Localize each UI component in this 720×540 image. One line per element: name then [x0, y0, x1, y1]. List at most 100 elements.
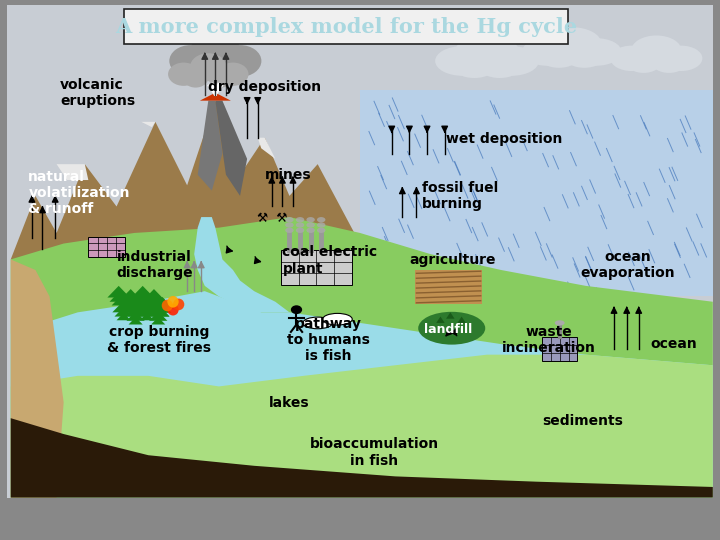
Text: lakes: lakes	[269, 396, 310, 410]
Polygon shape	[141, 293, 164, 305]
Ellipse shape	[564, 44, 605, 68]
Ellipse shape	[285, 228, 294, 233]
Polygon shape	[135, 301, 158, 312]
FancyBboxPatch shape	[542, 337, 577, 361]
Ellipse shape	[485, 46, 539, 76]
Ellipse shape	[185, 52, 220, 79]
Ellipse shape	[522, 38, 572, 66]
Polygon shape	[140, 313, 154, 320]
Ellipse shape	[317, 222, 325, 228]
FancyBboxPatch shape	[281, 251, 351, 285]
Text: bioaccumulation
in fish: bioaccumulation in fish	[310, 437, 438, 468]
Polygon shape	[129, 317, 143, 325]
Text: ocean: ocean	[651, 337, 698, 351]
Ellipse shape	[554, 320, 564, 326]
Polygon shape	[112, 298, 126, 306]
Polygon shape	[122, 295, 140, 305]
Text: coal electric
plant: coal electric plant	[282, 245, 377, 275]
Polygon shape	[11, 100, 360, 259]
Ellipse shape	[307, 222, 315, 228]
Text: dry deposition: dry deposition	[208, 80, 321, 94]
Ellipse shape	[190, 53, 227, 81]
Ellipse shape	[571, 38, 621, 66]
Polygon shape	[131, 286, 154, 298]
Text: sediments: sediments	[542, 414, 623, 428]
Ellipse shape	[162, 300, 173, 311]
Polygon shape	[11, 291, 713, 497]
Text: agriculture: agriculture	[410, 253, 496, 267]
Text: pathway
to humans
is fish: pathway to humans is fish	[287, 316, 369, 363]
Polygon shape	[194, 217, 289, 312]
Polygon shape	[143, 289, 166, 301]
Text: natural
volatilization
& runoff: natural volatilization & runoff	[28, 170, 130, 217]
Polygon shape	[122, 305, 136, 312]
Polygon shape	[149, 311, 167, 321]
Ellipse shape	[611, 45, 653, 71]
Polygon shape	[125, 305, 147, 316]
Ellipse shape	[626, 51, 661, 73]
Polygon shape	[132, 303, 150, 312]
Ellipse shape	[296, 217, 305, 222]
Polygon shape	[117, 313, 130, 320]
Polygon shape	[118, 293, 140, 305]
Polygon shape	[11, 259, 63, 497]
Ellipse shape	[167, 296, 179, 308]
Polygon shape	[198, 100, 222, 191]
Ellipse shape	[452, 53, 497, 78]
FancyBboxPatch shape	[124, 9, 568, 44]
FancyBboxPatch shape	[89, 237, 125, 256]
Ellipse shape	[660, 45, 703, 71]
Ellipse shape	[323, 313, 352, 325]
Polygon shape	[120, 299, 138, 309]
Ellipse shape	[285, 222, 294, 228]
Text: landfill: landfill	[424, 323, 472, 336]
Polygon shape	[114, 307, 132, 316]
Polygon shape	[130, 296, 153, 308]
Ellipse shape	[217, 63, 248, 86]
Ellipse shape	[167, 304, 179, 315]
Text: crop burning
& forest fires: crop burning & forest fires	[107, 325, 211, 355]
Polygon shape	[107, 286, 130, 298]
Ellipse shape	[477, 53, 522, 78]
Polygon shape	[143, 299, 162, 309]
Polygon shape	[446, 312, 454, 319]
Polygon shape	[153, 303, 171, 313]
Ellipse shape	[303, 317, 333, 329]
Ellipse shape	[219, 45, 261, 77]
Ellipse shape	[183, 68, 208, 87]
Text: mines: mines	[265, 168, 311, 182]
Polygon shape	[200, 93, 231, 100]
Ellipse shape	[539, 44, 580, 68]
Polygon shape	[258, 138, 275, 159]
Ellipse shape	[317, 228, 325, 233]
Polygon shape	[436, 316, 445, 323]
Ellipse shape	[418, 312, 485, 345]
Ellipse shape	[168, 63, 199, 86]
Polygon shape	[151, 317, 166, 325]
Polygon shape	[124, 301, 138, 309]
Text: industrial
discharge: industrial discharge	[117, 249, 193, 280]
Text: waste
incineration: waste incineration	[502, 325, 596, 355]
Ellipse shape	[190, 32, 240, 71]
Ellipse shape	[173, 299, 184, 310]
Ellipse shape	[435, 46, 490, 76]
Ellipse shape	[652, 51, 686, 73]
Ellipse shape	[542, 27, 601, 60]
Polygon shape	[57, 164, 89, 180]
Polygon shape	[360, 90, 713, 296]
Polygon shape	[112, 301, 135, 312]
Polygon shape	[457, 316, 466, 323]
Polygon shape	[133, 292, 152, 302]
FancyBboxPatch shape	[415, 270, 482, 305]
Polygon shape	[11, 418, 713, 497]
Ellipse shape	[296, 222, 305, 228]
Ellipse shape	[208, 68, 234, 87]
Polygon shape	[147, 305, 169, 316]
Ellipse shape	[631, 36, 682, 66]
Text: A more complex model for the Hg cycle: A more complex model for the Hg cycle	[114, 17, 577, 37]
Polygon shape	[120, 289, 142, 301]
Polygon shape	[138, 307, 156, 316]
Ellipse shape	[296, 228, 305, 233]
Ellipse shape	[307, 228, 315, 233]
Circle shape	[292, 306, 302, 313]
